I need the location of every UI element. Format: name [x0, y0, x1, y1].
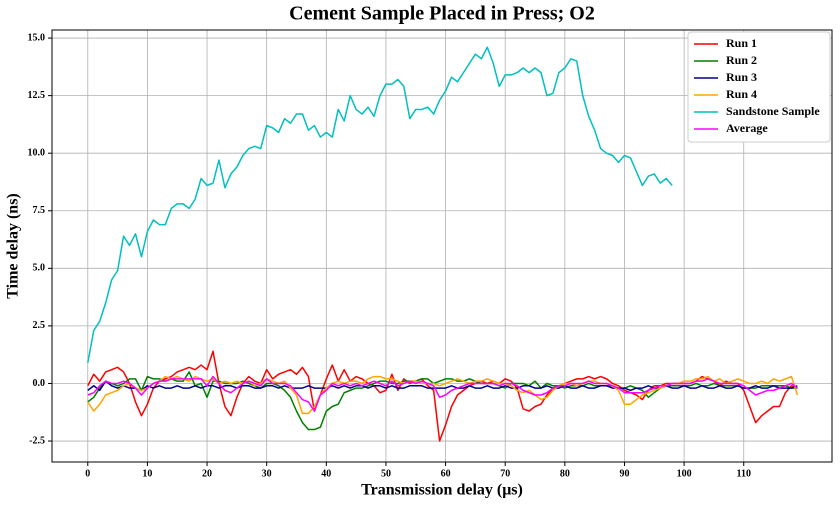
x-tick-label: 10: [142, 468, 152, 479]
legend-box: [687, 31, 831, 143]
y-tick-label: -2.5: [29, 435, 45, 446]
legend-label: Run 2: [726, 53, 757, 67]
legend-label: Run 3: [726, 70, 757, 84]
data-line: [87, 380, 798, 392]
legend-label: Run 4: [726, 87, 757, 101]
x-axis-label: Transmission delay (μs): [361, 482, 523, 499]
y-tick-label: 2.5: [33, 320, 46, 331]
x-tick-label: 110: [737, 468, 751, 479]
x-tick-label: 90: [619, 468, 629, 479]
data-line: [87, 46, 673, 363]
data-line: [87, 375, 798, 412]
legend-label: Run 1: [726, 36, 757, 50]
x-tick-label: 20: [202, 468, 212, 479]
x-tick-label: 0: [85, 468, 90, 479]
x-tick-label: 50: [381, 468, 391, 479]
y-tick-label: 5.0: [33, 263, 46, 274]
y-tick-label: 10.0: [28, 147, 46, 158]
data-line: [87, 371, 798, 431]
x-tick-label: 70: [500, 468, 510, 479]
x-tick-label: 80: [560, 468, 570, 479]
x-tick-label: 40: [321, 468, 331, 479]
x-tick-label: 100: [677, 468, 692, 479]
y-tick-label: 0.0: [33, 378, 46, 389]
plot-frame: [51, 29, 833, 463]
y-tick-label: 7.5: [33, 205, 46, 216]
chart-title: Cement Sample Placed in Press; O2: [289, 3, 595, 25]
legend-label: Average: [726, 121, 768, 135]
y-tick-label: 12.5: [28, 90, 46, 101]
y-axis-label: Time delay (ns): [5, 193, 22, 298]
y-tick-label: 15.0: [28, 32, 46, 43]
x-tick-label: 60: [441, 468, 451, 479]
legend-label: Sandstone Sample: [726, 104, 820, 118]
x-tick-label: 30: [262, 468, 272, 479]
